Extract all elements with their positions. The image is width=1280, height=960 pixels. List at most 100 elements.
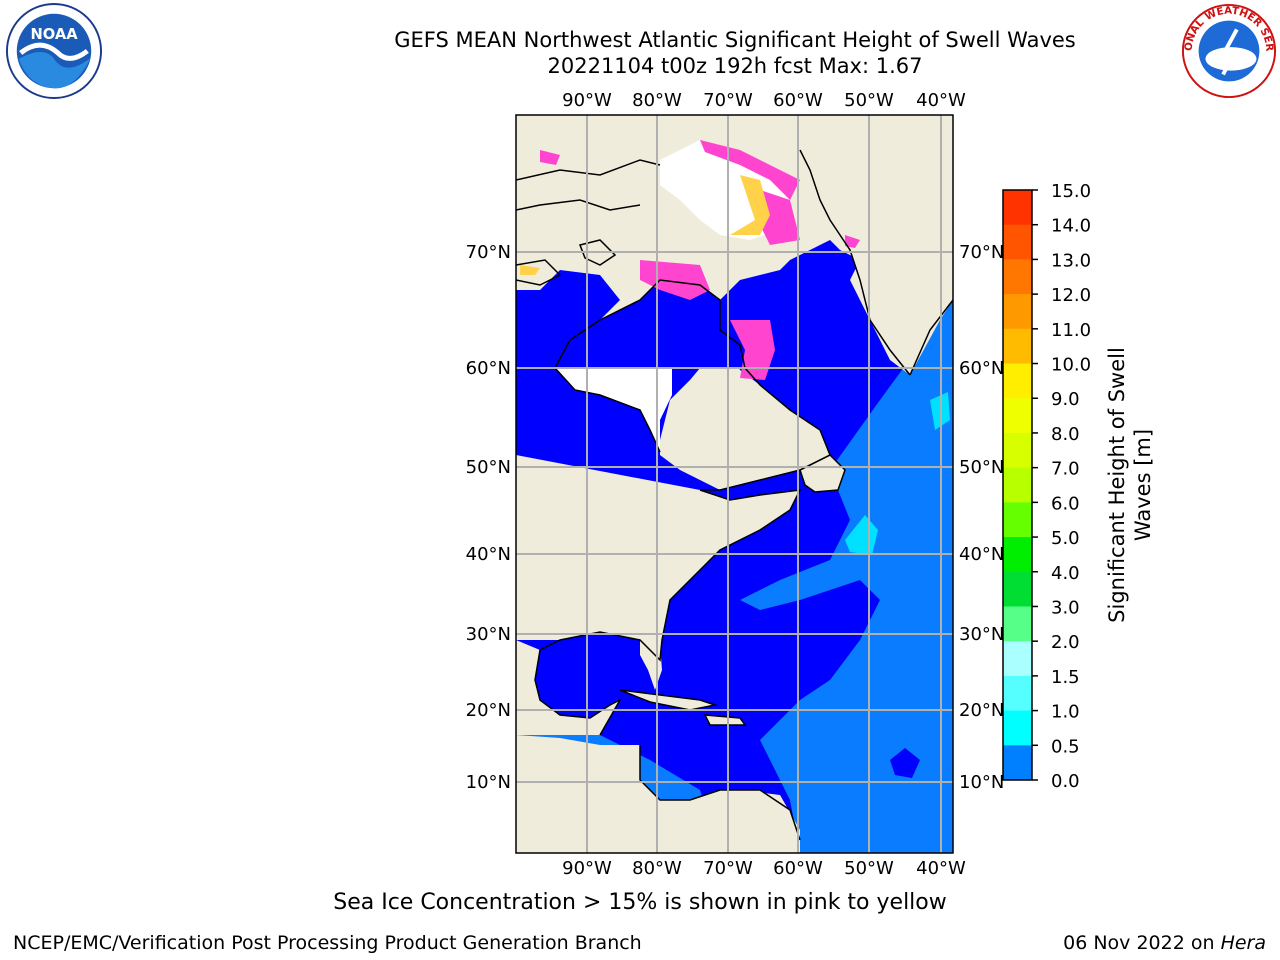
lon-label-top: 70°W bbox=[703, 90, 753, 111]
colorbar-segment bbox=[1003, 467, 1032, 503]
colorbar-tick-label: 2.0 bbox=[1051, 632, 1080, 653]
map-area bbox=[516, 115, 953, 853]
colorbar-tick-label: 12.0 bbox=[1051, 285, 1091, 306]
lat-label-right: 20°N bbox=[959, 700, 1004, 721]
sea-ice-yellow bbox=[730, 175, 770, 235]
nws-logo: NATIONAL WEATHER SERVICE bbox=[1180, 2, 1277, 99]
lon-label-bottom: 70°W bbox=[703, 858, 753, 879]
lat-label-right: 30°N bbox=[959, 624, 1004, 645]
colorbar-tick-label: 10.0 bbox=[1051, 355, 1091, 376]
lat-label-left: 40°N bbox=[466, 544, 511, 565]
colorbar-segment bbox=[1003, 710, 1032, 746]
lat-label-left: 50°N bbox=[466, 457, 511, 478]
lat-label-left: 20°N bbox=[466, 700, 511, 721]
colorbar-segment bbox=[1003, 675, 1032, 712]
chart-subtitle: 20221104 t00z 192h fcst Max: 1.67 bbox=[547, 54, 923, 78]
lon-labels-top: 90°W 80°W 70°W 60°W 50°W 40°W bbox=[562, 90, 966, 111]
colorbar-tick-label: 7.0 bbox=[1051, 459, 1080, 480]
lon-label-top: 80°W bbox=[632, 90, 682, 111]
sea-ice-yellow bbox=[520, 265, 540, 275]
colorbar-segment bbox=[1003, 363, 1032, 399]
lat-label-left: 30°N bbox=[466, 624, 511, 645]
hudson-bay-ice-free bbox=[555, 368, 672, 452]
lat-label-left: 60°N bbox=[466, 358, 511, 379]
lat-label-right: 50°N bbox=[959, 457, 1004, 478]
colorbar-frame bbox=[1002, 189, 1033, 781]
colorbar-segment bbox=[1003, 571, 1032, 607]
hudson-bay bbox=[555, 280, 745, 368]
lon-label-top: 60°W bbox=[773, 90, 823, 111]
coastlines bbox=[516, 149, 953, 841]
colorbar-segment bbox=[1003, 432, 1032, 469]
colorbar-tick-label: 1.0 bbox=[1051, 702, 1080, 723]
swell-region-low bbox=[890, 748, 920, 778]
colorbar-tick-label: 3.0 bbox=[1051, 597, 1080, 618]
colorbar-tick-label: 6.0 bbox=[1051, 493, 1080, 514]
sea-ice-pink bbox=[760, 190, 800, 245]
swell-region-mid bbox=[740, 300, 953, 853]
colorbar-tick-label: 11.0 bbox=[1051, 320, 1091, 341]
lon-label-bottom: 50°W bbox=[844, 858, 894, 879]
colorbar-label-line1: Significant Height of Swell bbox=[1105, 347, 1129, 623]
lon-label-bottom: 40°W bbox=[916, 858, 966, 879]
lon-label-bottom: 60°W bbox=[773, 858, 823, 879]
sea-ice-pink bbox=[730, 320, 775, 380]
colorbar-segment bbox=[1003, 190, 1032, 226]
graticule bbox=[516, 115, 953, 853]
land-gulf-coast bbox=[516, 640, 620, 735]
lat-label-right: 40°N bbox=[959, 544, 1004, 565]
noaa-logo: NOAA bbox=[5, 2, 103, 100]
colorbar-segment bbox=[1003, 745, 1032, 781]
sea-ice-note: Sea Ice Concentration > 15% is shown in … bbox=[333, 890, 947, 915]
lat-label-right: 10°N bbox=[959, 772, 1004, 793]
colorbar: 15.0 14.0 13.0 12.0 11.0 10.0 9.0 8.0 7.0 6.0 5.0 4… bbox=[1002, 181, 1091, 792]
lat-label-left: 70°N bbox=[466, 242, 511, 263]
run-date: 06 Nov 2022 on bbox=[1063, 932, 1215, 954]
lat-labels-right: 70°N 60°N 50°N 40°N 30°N 20°N 10°N bbox=[959, 242, 1004, 793]
colorbar-segment bbox=[1003, 294, 1032, 330]
colorbar-tick-label: 9.0 bbox=[1051, 389, 1080, 410]
lon-label-bottom: 80°W bbox=[632, 858, 682, 879]
lon-labels-bottom: 90°W 80°W 70°W 60°W 50°W 40°W bbox=[562, 858, 966, 879]
lon-label-top: 50°W bbox=[844, 90, 894, 111]
colorbar-tick-label: 13.0 bbox=[1051, 250, 1091, 271]
colorbar-tick-label: 0.0 bbox=[1051, 771, 1080, 792]
colorbar-segment bbox=[1003, 502, 1032, 538]
land-newfoundland bbox=[800, 455, 845, 492]
colorbar-label-line2: Waves [m] bbox=[1131, 429, 1155, 541]
credit-text: NCEP/EMC/Verification Post Processing Pr… bbox=[13, 932, 642, 954]
colorbar-segment bbox=[1003, 537, 1032, 573]
colorbar-segment bbox=[1003, 259, 1032, 295]
colorbar-segment bbox=[1003, 641, 1032, 677]
land-greenland bbox=[800, 115, 953, 375]
colorbar-segment bbox=[1003, 398, 1032, 434]
lat-labels-left: 70°N 60°N 50°N 40°N 30°N 20°N 10°N bbox=[466, 242, 511, 793]
colorbar-segment bbox=[1003, 328, 1032, 365]
sea-ice-pink bbox=[845, 235, 860, 248]
lon-label-bottom: 90°W bbox=[562, 858, 612, 879]
svg-text:NOAA: NOAA bbox=[30, 26, 78, 43]
colorbar-segment bbox=[1003, 606, 1032, 642]
land-hispaniola bbox=[705, 715, 745, 725]
lon-label-top: 90°W bbox=[562, 90, 612, 111]
colorbar-tick-label: 15.0 bbox=[1051, 181, 1091, 202]
map-frame bbox=[515, 114, 954, 854]
colorbar-tick-label: 14.0 bbox=[1051, 216, 1091, 237]
chart-title: GEFS MEAN Northwest Atlantic Significant… bbox=[394, 28, 1076, 52]
lat-label-right: 60°N bbox=[959, 358, 1004, 379]
sea-ice-pink bbox=[700, 140, 800, 200]
colorbar-tick-label: 5.0 bbox=[1051, 528, 1080, 549]
colorbar-segment bbox=[1003, 224, 1032, 260]
lat-label-left: 10°N bbox=[466, 772, 511, 793]
land-south-america bbox=[690, 790, 800, 853]
colorbar-tick-label: 0.5 bbox=[1051, 736, 1080, 757]
lat-label-right: 70°N bbox=[959, 242, 1004, 263]
land-cuba bbox=[620, 690, 715, 710]
sea-ice-pink bbox=[540, 150, 560, 165]
run-date-text: 06 Nov 2022 on Hera bbox=[1063, 932, 1266, 954]
colorbar-tick-label: 4.0 bbox=[1051, 563, 1080, 584]
colorbar-tick-label: 8.0 bbox=[1051, 424, 1080, 445]
machine-name: Hera bbox=[1220, 932, 1266, 954]
lon-label-top: 40°W bbox=[916, 90, 966, 111]
